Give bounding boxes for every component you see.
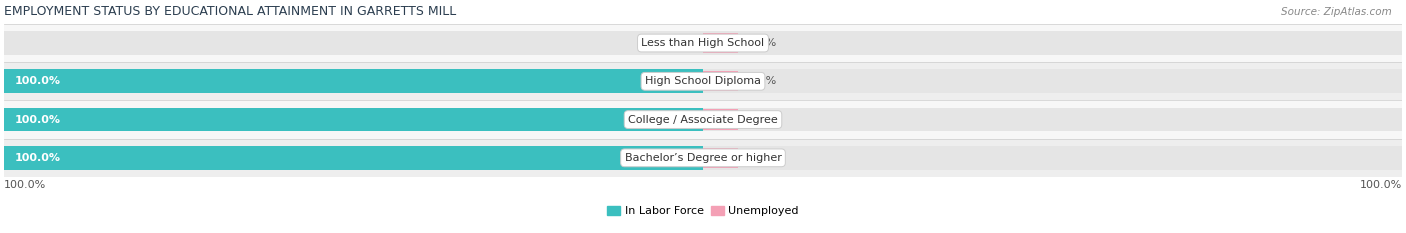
Text: 100.0%: 100.0% [1360, 180, 1402, 190]
Bar [703, 110, 738, 130]
Text: 100.0%: 100.0% [14, 115, 60, 125]
Text: 0.0%: 0.0% [748, 115, 776, 125]
Bar [4, 69, 703, 93]
Text: 0.0%: 0.0% [668, 38, 696, 48]
Bar [703, 108, 1402, 131]
Text: EMPLOYMENT STATUS BY EDUCATIONAL ATTAINMENT IN GARRETTS MILL: EMPLOYMENT STATUS BY EDUCATIONAL ATTAINM… [4, 5, 457, 18]
Bar [703, 69, 1402, 93]
Text: 100.0%: 100.0% [14, 153, 60, 163]
Text: High School Diploma: High School Diploma [645, 76, 761, 86]
Text: Source: ZipAtlas.com: Source: ZipAtlas.com [1281, 7, 1392, 17]
Bar [4, 146, 703, 170]
Bar [703, 148, 738, 168]
Text: 0.0%: 0.0% [748, 76, 776, 86]
Bar [4, 100, 1402, 139]
Bar [703, 33, 738, 53]
Text: 0.0%: 0.0% [748, 38, 776, 48]
Bar [4, 146, 703, 170]
Text: Bachelor’s Degree or higher: Bachelor’s Degree or higher [624, 153, 782, 163]
Bar [4, 31, 703, 55]
Text: 100.0%: 100.0% [4, 180, 46, 190]
Bar [4, 69, 703, 93]
Bar [4, 62, 1402, 100]
Bar [703, 31, 1402, 55]
Text: 100.0%: 100.0% [14, 76, 60, 86]
Bar [703, 71, 738, 91]
Bar [703, 146, 1402, 170]
Text: 0.0%: 0.0% [748, 153, 776, 163]
Text: Less than High School: Less than High School [641, 38, 765, 48]
Bar [4, 139, 1402, 177]
Text: College / Associate Degree: College / Associate Degree [628, 115, 778, 125]
Bar [4, 24, 1402, 62]
Bar [4, 108, 703, 131]
Legend: In Labor Force, Unemployed: In Labor Force, Unemployed [603, 201, 803, 220]
Bar [4, 108, 703, 131]
